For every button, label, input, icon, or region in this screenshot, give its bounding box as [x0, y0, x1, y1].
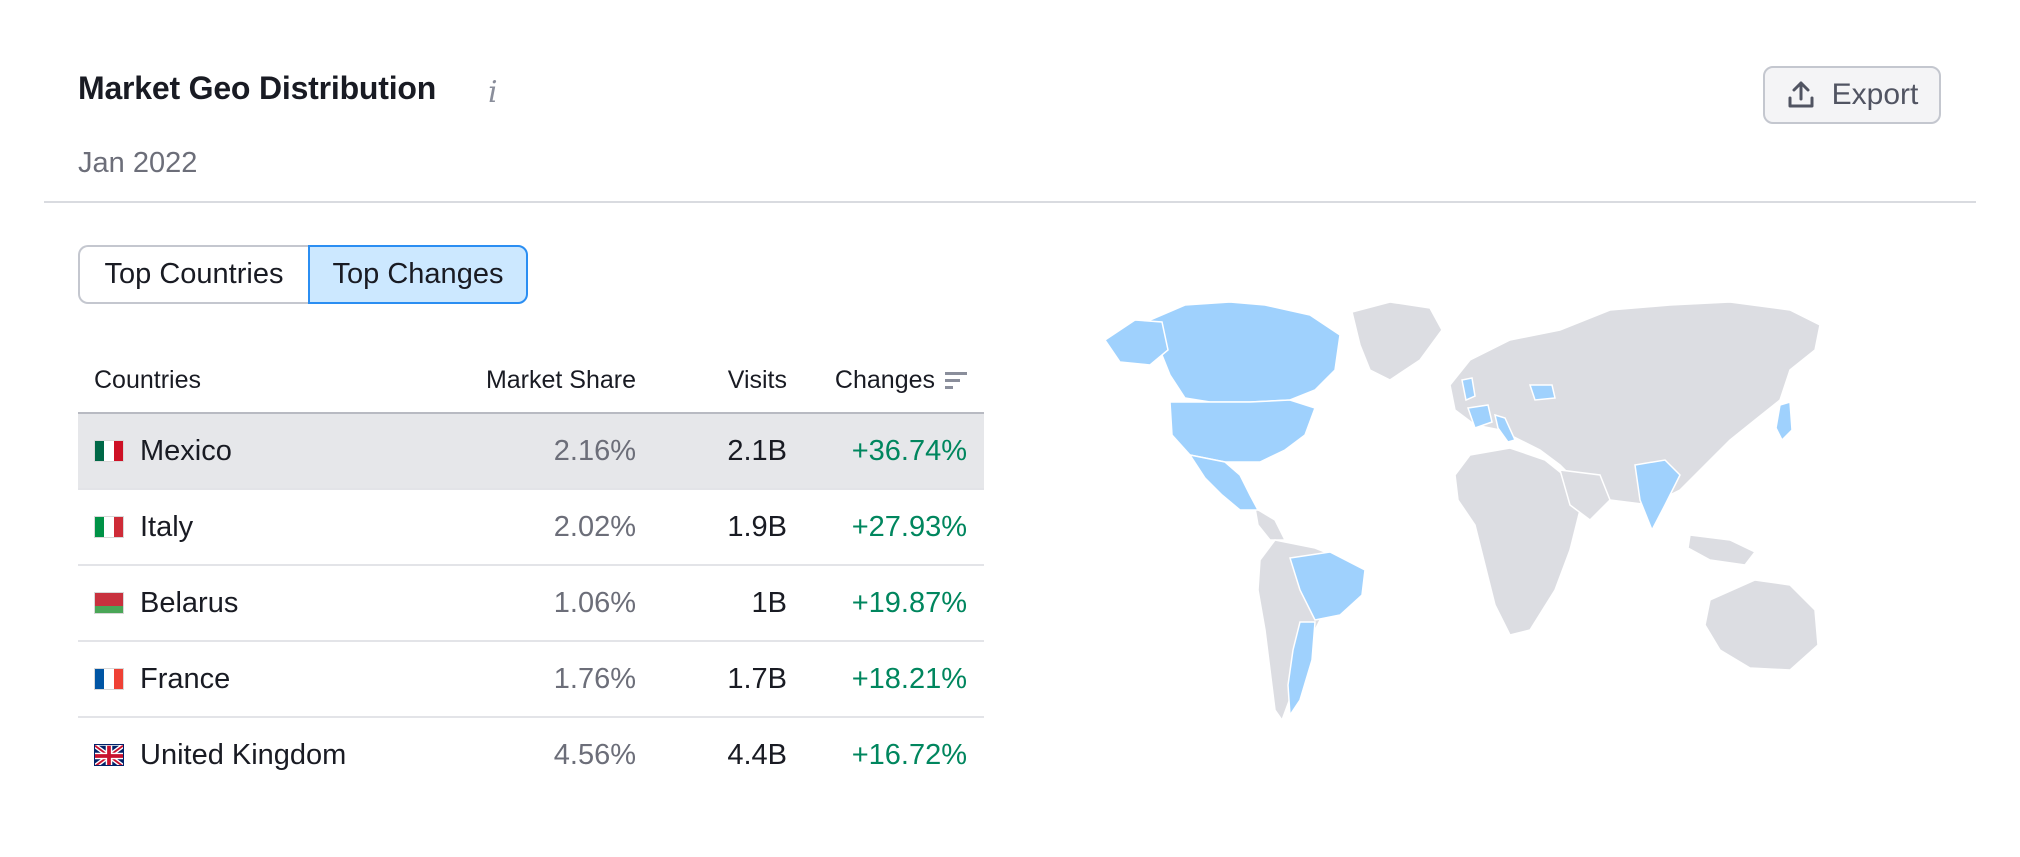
column-market-share[interactable]: Market Share [485, 366, 636, 394]
region-india [1634, 459, 1681, 532]
visits: 1B [751, 586, 787, 619]
column-changes-label: Changes [834, 366, 935, 394]
visits: 1.7B [727, 662, 787, 695]
region-uk [1461, 377, 1476, 402]
region-central-america [1253, 506, 1287, 541]
visits: 1.9B [727, 510, 787, 543]
region-eurasia [1449, 301, 1821, 506]
region-japan [1775, 401, 1793, 442]
market-share: 4.56% [553, 738, 636, 771]
country-name[interactable]: United Kingdom [140, 738, 347, 771]
region-italy [1493, 413, 1517, 443]
change: +16.72% [851, 738, 967, 771]
market-share: 1.06% [553, 586, 636, 619]
table-row[interactable]: Mexico 2.16% 2.1B +36.74% [78, 414, 984, 490]
tab-top-countries[interactable]: Top Countries [78, 245, 308, 304]
upload-icon [1788, 81, 1814, 108]
page-title: Market Geo Distribution [78, 70, 437, 106]
market-share: 1.76% [553, 662, 636, 695]
change: +27.93% [851, 510, 967, 543]
visits: 4.4B [727, 738, 787, 771]
flag-icon [94, 668, 124, 690]
market-share: 2.16% [553, 434, 636, 467]
region-mexico [1188, 453, 1260, 511]
region-alaska [1103, 319, 1169, 366]
region-france [1466, 404, 1493, 429]
flag-icon [94, 592, 124, 614]
country-name[interactable]: Mexico [140, 434, 232, 467]
countries-table: Countries Market Share Visits Changes Me… [78, 352, 984, 792]
view-tabs: Top Countries Top Changes [78, 245, 528, 304]
export-button[interactable]: Export [1763, 66, 1941, 124]
region-brazil [1289, 551, 1366, 621]
flag-icon [94, 440, 124, 462]
table-row[interactable]: France 1.76% 1.7B +18.21% [78, 642, 984, 718]
region-sea-islands [1687, 534, 1757, 566]
region-canada [1149, 301, 1341, 403]
date-subtitle: Jan 2022 [78, 147, 198, 179]
column-visits[interactable]: Visits [727, 366, 787, 394]
market-share: 2.02% [553, 510, 636, 543]
change: +36.74% [851, 434, 967, 467]
table-header: Countries Market Share Visits Changes [78, 352, 984, 414]
region-arabia [1558, 469, 1611, 521]
flag-icon [94, 516, 124, 538]
change: +19.87% [851, 586, 967, 619]
tab-top-changes[interactable]: Top Changes [308, 245, 528, 304]
region-usa [1169, 399, 1316, 463]
change: +18.21% [851, 662, 967, 695]
flag-icon [94, 744, 124, 766]
table-row[interactable]: Italy 2.02% 1.9B +27.93% [78, 490, 984, 566]
info-icon[interactable]: i [488, 75, 498, 110]
header-divider [44, 201, 1976, 203]
country-name[interactable]: France [140, 662, 231, 695]
column-countries[interactable]: Countries [94, 366, 201, 394]
column-changes[interactable]: Changes [835, 366, 967, 395]
country-name[interactable]: Italy [140, 510, 194, 543]
region-africa [1454, 447, 1581, 636]
world-map[interactable] [1090, 290, 1870, 750]
region-belarus [1528, 384, 1556, 401]
visits: 2.1B [727, 434, 787, 467]
table-row[interactable]: Belarus 1.06% 1B +19.87% [78, 566, 984, 642]
region-greenland [1351, 301, 1443, 381]
region-australia [1704, 579, 1819, 671]
country-name[interactable]: Belarus [140, 586, 239, 619]
table-row[interactable]: United Kingdom 4.56% 4.4B +16.72% [78, 718, 984, 792]
sort-icon[interactable] [945, 370, 967, 392]
export-label: Export [1831, 78, 1919, 111]
region-argentina [1287, 621, 1316, 718]
